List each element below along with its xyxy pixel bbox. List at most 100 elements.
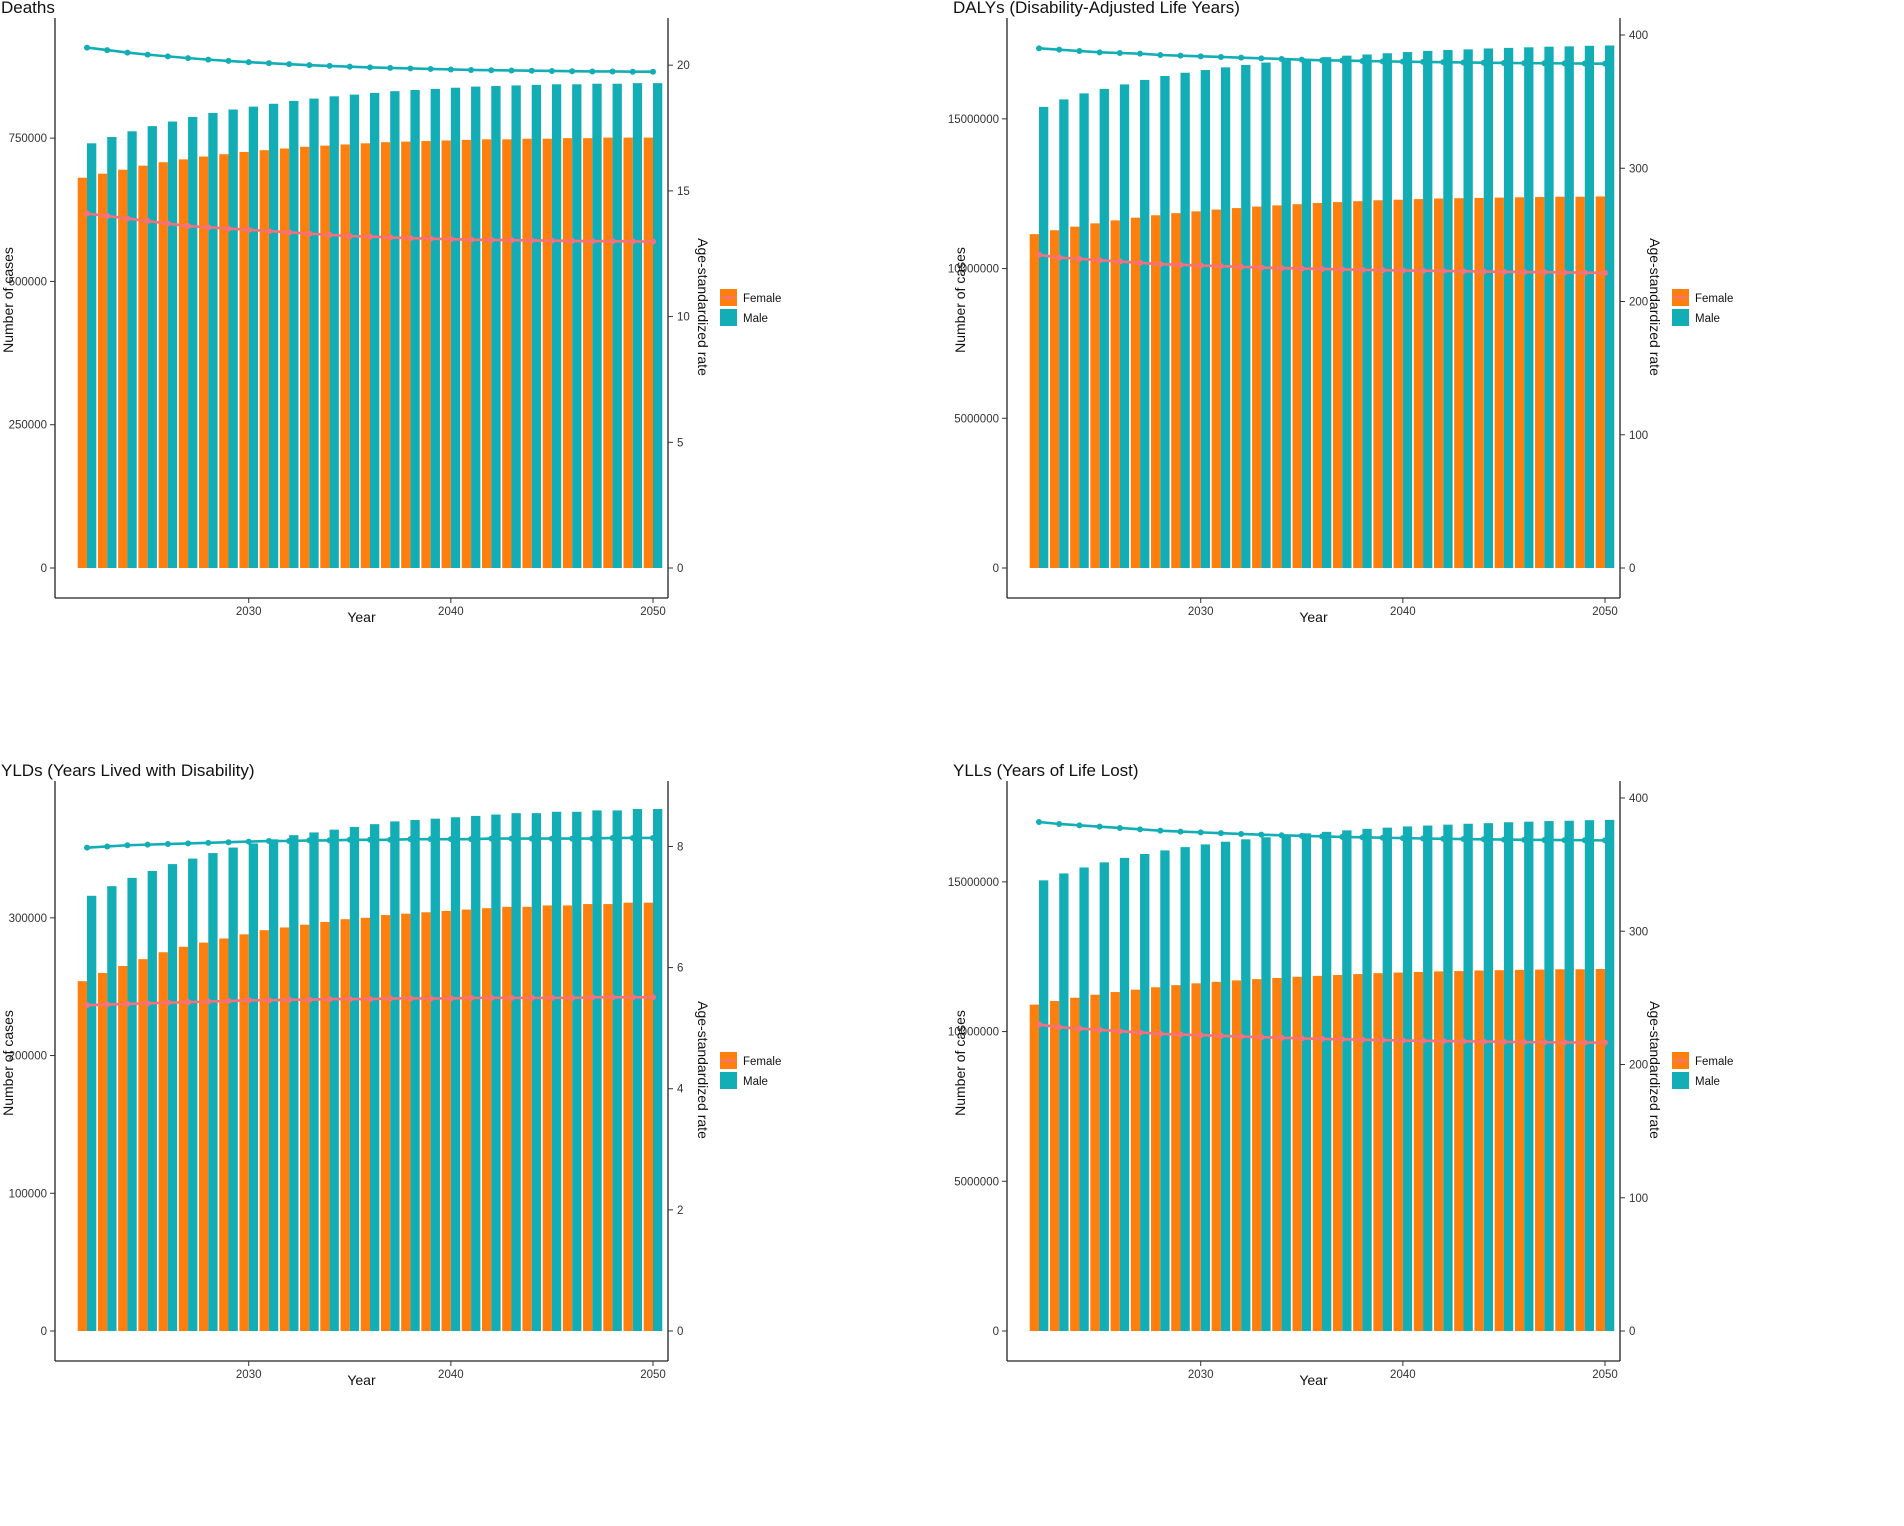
female-rate-point	[245, 997, 252, 1004]
y-tick-label: 15000000	[948, 114, 999, 126]
legend-point-key	[726, 1078, 731, 1083]
female-rate-point	[326, 231, 333, 238]
y2-tick-label: 0	[677, 1326, 683, 1338]
bar-female	[1211, 981, 1221, 1331]
bar-male	[1200, 844, 1211, 1331]
female-rate-point	[1541, 269, 1548, 276]
bar-female	[1535, 969, 1545, 1331]
female-rate-point	[1036, 251, 1042, 258]
female-rate-point	[1116, 1028, 1123, 1035]
y-tick-label: 100000	[9, 1188, 47, 1200]
bar-female	[1494, 970, 1504, 1331]
bar-female	[401, 913, 411, 1331]
bar-female	[1029, 234, 1039, 568]
female-rate-point	[548, 994, 555, 1001]
male-rate-point	[589, 68, 596, 75]
y2-tick-label: 0	[677, 563, 683, 575]
bar-male	[1342, 55, 1352, 568]
male-rate-point	[1177, 828, 1184, 835]
bar-male	[410, 90, 420, 569]
bar-male	[87, 895, 97, 1331]
female-rate-point	[245, 226, 252, 233]
male-rate-point	[1197, 829, 1204, 836]
y-tick-label: 200000	[9, 1051, 47, 1063]
bar-male	[1443, 49, 1453, 568]
female-rate-point	[1298, 1035, 1305, 1042]
female-rate-point	[548, 237, 555, 244]
female-rate-point	[1500, 268, 1507, 275]
bar-female	[259, 150, 269, 568]
legend-label-female: Female	[743, 1056, 781, 1068]
bar-female	[1090, 994, 1100, 1331]
male-rate-point	[1460, 836, 1467, 843]
x-tick-label: 2030	[1188, 1369, 1214, 1381]
male-rate-point	[1521, 836, 1528, 843]
bar-female	[1070, 997, 1080, 1331]
female-rate-point	[508, 994, 515, 1001]
female-rate-point	[1521, 1039, 1528, 1046]
bar-male	[511, 813, 521, 1331]
male-rate-point	[346, 63, 353, 70]
male-rate-point	[548, 835, 555, 842]
bar-female	[300, 146, 310, 569]
y2-tick-label: 100	[1629, 1193, 1648, 1205]
bar-male	[1140, 853, 1150, 1331]
bar-male	[1362, 54, 1372, 568]
bar-female	[1433, 971, 1444, 1331]
y-axis-label: Number of cases	[952, 247, 968, 353]
y-tick-label: 0	[993, 1326, 999, 1338]
bar-male	[1402, 826, 1413, 1331]
male-rate-point	[1480, 836, 1487, 843]
bar-male	[87, 143, 97, 569]
male-rate-point	[124, 49, 131, 56]
ylls-panel: YLLs (Years of Life Lost) 0 5000000 1000000…	[948, 761, 1904, 1526]
bar-female	[320, 921, 330, 1331]
female-rate-point	[205, 224, 212, 231]
bar-male	[309, 832, 319, 1331]
male-rate-point	[185, 840, 192, 847]
dalys-panel: DALYs (Disability-Adjusted Life Years) 0 5…	[948, 0, 1904, 763]
bar-male	[1180, 72, 1190, 568]
female-rate-point	[367, 996, 373, 1003]
bar-female	[158, 952, 168, 1331]
female-rate-point	[1480, 1038, 1487, 1045]
male-rate-point	[1157, 827, 1164, 834]
male-rate-point	[326, 837, 333, 844]
bar-female	[623, 137, 633, 568]
male-rate-point	[104, 843, 111, 850]
female-rate-point	[144, 218, 151, 225]
bar-male	[147, 870, 157, 1331]
bar-male	[491, 814, 501, 1331]
bar-female	[380, 915, 391, 1331]
bar-male	[1362, 828, 1372, 1331]
bar-female	[1211, 209, 1221, 568]
male-rate-point	[245, 59, 252, 66]
female-rate-point	[265, 228, 272, 235]
bar-male	[572, 811, 582, 1331]
legend-point-key	[1678, 295, 1683, 300]
female-rate-point	[164, 999, 171, 1006]
bar-female	[1393, 199, 1403, 568]
female-rate-point	[488, 994, 495, 1001]
bar-female	[1272, 205, 1282, 568]
bar-male	[268, 103, 279, 568]
y2-axis-label: Age-standardized rate	[695, 1001, 711, 1139]
female-rate-point	[1602, 1039, 1608, 1046]
bar-male	[188, 116, 198, 568]
chart-title: YLLs (Years of Life Lost)	[953, 761, 1139, 780]
male-rate-point	[407, 65, 414, 72]
male-rate-point	[346, 836, 353, 843]
bar-male	[1584, 820, 1595, 1331]
male-rate-point	[1420, 835, 1427, 842]
x-tick-label: 2040	[438, 606, 464, 618]
female-rate-point	[1440, 267, 1447, 274]
female-rate-point	[286, 229, 293, 236]
male-rate-point	[1076, 822, 1083, 829]
bar-male	[390, 821, 400, 1331]
male-rate-point	[1339, 57, 1346, 64]
female-rate-point	[1278, 265, 1285, 272]
bar-male	[1524, 821, 1534, 1331]
y-tick-label: 750000	[9, 133, 47, 145]
bar-female	[1150, 215, 1161, 569]
female-rate-point	[1561, 1039, 1568, 1046]
